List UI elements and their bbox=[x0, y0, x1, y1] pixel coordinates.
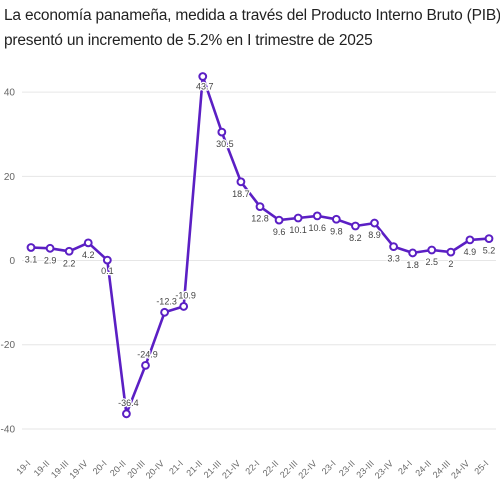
y-tick-label: 40 bbox=[4, 88, 16, 99]
data-label: -10.9 bbox=[175, 290, 196, 300]
x-tick-label: 20-III bbox=[125, 458, 147, 480]
data-point bbox=[179, 302, 189, 311]
data-point bbox=[122, 409, 131, 419]
data-point bbox=[389, 242, 398, 252]
data-point bbox=[427, 245, 437, 255]
x-tick-label: 22-I bbox=[243, 458, 261, 476]
y-tick-label: -40 bbox=[1, 424, 16, 435]
x-tick-label: 24-III bbox=[431, 458, 453, 480]
x-tick-label: 19-II bbox=[32, 458, 52, 478]
data-point bbox=[465, 235, 475, 245]
data-label: -24.9 bbox=[137, 349, 158, 359]
y-tick-label: 0 bbox=[9, 256, 15, 267]
data-label: 10.6 bbox=[308, 223, 326, 233]
x-tick-label: 19-IV bbox=[67, 458, 89, 480]
data-point bbox=[26, 243, 36, 252]
y-tick-label: 20 bbox=[4, 172, 16, 183]
data-label: 4.2 bbox=[82, 250, 95, 260]
data-point bbox=[160, 307, 169, 317]
data-label: 1.8 bbox=[406, 260, 419, 270]
data-label: 8.9 bbox=[368, 230, 381, 240]
x-tick-label: 22-II bbox=[261, 458, 281, 478]
data-label: 4.9 bbox=[464, 247, 477, 257]
x-tick-label: 21-III bbox=[202, 458, 224, 480]
x-tick-label: 22-III bbox=[278, 458, 300, 480]
data-label: 5.2 bbox=[483, 246, 496, 256]
data-point bbox=[293, 213, 303, 223]
data-point bbox=[102, 255, 112, 265]
data-point bbox=[484, 234, 494, 244]
data-label: 30.5 bbox=[216, 139, 234, 149]
chart-title-line-2: presentó un incremento de 5.2% en I trim… bbox=[4, 32, 373, 49]
data-point bbox=[45, 243, 55, 253]
x-tick-label: 22-IV bbox=[296, 458, 318, 480]
data-label: 9.6 bbox=[273, 227, 286, 237]
x-tick-label: 20-II bbox=[108, 458, 128, 478]
data-point bbox=[331, 214, 341, 224]
data-point bbox=[370, 218, 379, 228]
data-label: 12.8 bbox=[251, 214, 269, 224]
chart-title: La economía panameña, medida a través de… bbox=[4, 3, 500, 53]
data-point bbox=[236, 177, 246, 187]
data-point bbox=[83, 238, 93, 248]
x-tick-label: 24-I bbox=[396, 458, 414, 476]
data-point bbox=[408, 248, 418, 258]
data-label: -36.4 bbox=[118, 398, 139, 408]
x-tick-label: 21-II bbox=[184, 458, 204, 478]
data-label: 43.7 bbox=[196, 82, 214, 92]
x-tick-label: 24-IV bbox=[449, 458, 471, 480]
data-point bbox=[255, 202, 265, 212]
x-tick-label: 23-II bbox=[337, 458, 357, 478]
data-point bbox=[312, 211, 322, 221]
x-tick-label: 19-I bbox=[14, 458, 32, 476]
x-tick-label: 21-I bbox=[167, 458, 185, 476]
chart-title-line-1: La economía panameña, medida a través de… bbox=[4, 7, 500, 24]
data-label: -12.3 bbox=[156, 296, 177, 306]
data-label: 2.9 bbox=[44, 255, 57, 265]
data-label: 8.2 bbox=[349, 233, 362, 243]
data-label: 9.8 bbox=[330, 226, 343, 236]
data-point bbox=[274, 215, 284, 225]
data-point bbox=[198, 72, 208, 81]
x-tick-label: 20-IV bbox=[144, 458, 166, 480]
series-line bbox=[29, 75, 491, 416]
x-tick-label: 23-IV bbox=[373, 458, 395, 480]
x-tick-label: 23-III bbox=[354, 458, 376, 480]
data-point bbox=[351, 221, 360, 231]
data-point bbox=[64, 246, 74, 256]
data-label: 10.1 bbox=[289, 225, 307, 235]
x-tick-label: 19-III bbox=[49, 458, 71, 480]
data-point bbox=[141, 360, 150, 370]
data-label: 0.1 bbox=[101, 266, 114, 276]
data-label: 2 bbox=[448, 259, 453, 269]
x-tick-label: 25-I bbox=[472, 458, 490, 476]
data-label: 18.7 bbox=[232, 189, 250, 199]
data-label: 2.5 bbox=[425, 257, 438, 267]
data-label: 3.1 bbox=[25, 254, 38, 264]
data-point bbox=[446, 247, 456, 257]
x-tick-label: 24-II bbox=[413, 458, 433, 478]
x-tick-label: 23-I bbox=[320, 458, 338, 476]
data-label: 2.2 bbox=[63, 258, 76, 268]
y-tick-label: -20 bbox=[1, 340, 16, 351]
x-tick-label: 20-I bbox=[91, 458, 109, 476]
data-label: 3.3 bbox=[387, 254, 400, 264]
data-point bbox=[217, 127, 227, 137]
x-tick-label: 21-IV bbox=[220, 458, 242, 480]
